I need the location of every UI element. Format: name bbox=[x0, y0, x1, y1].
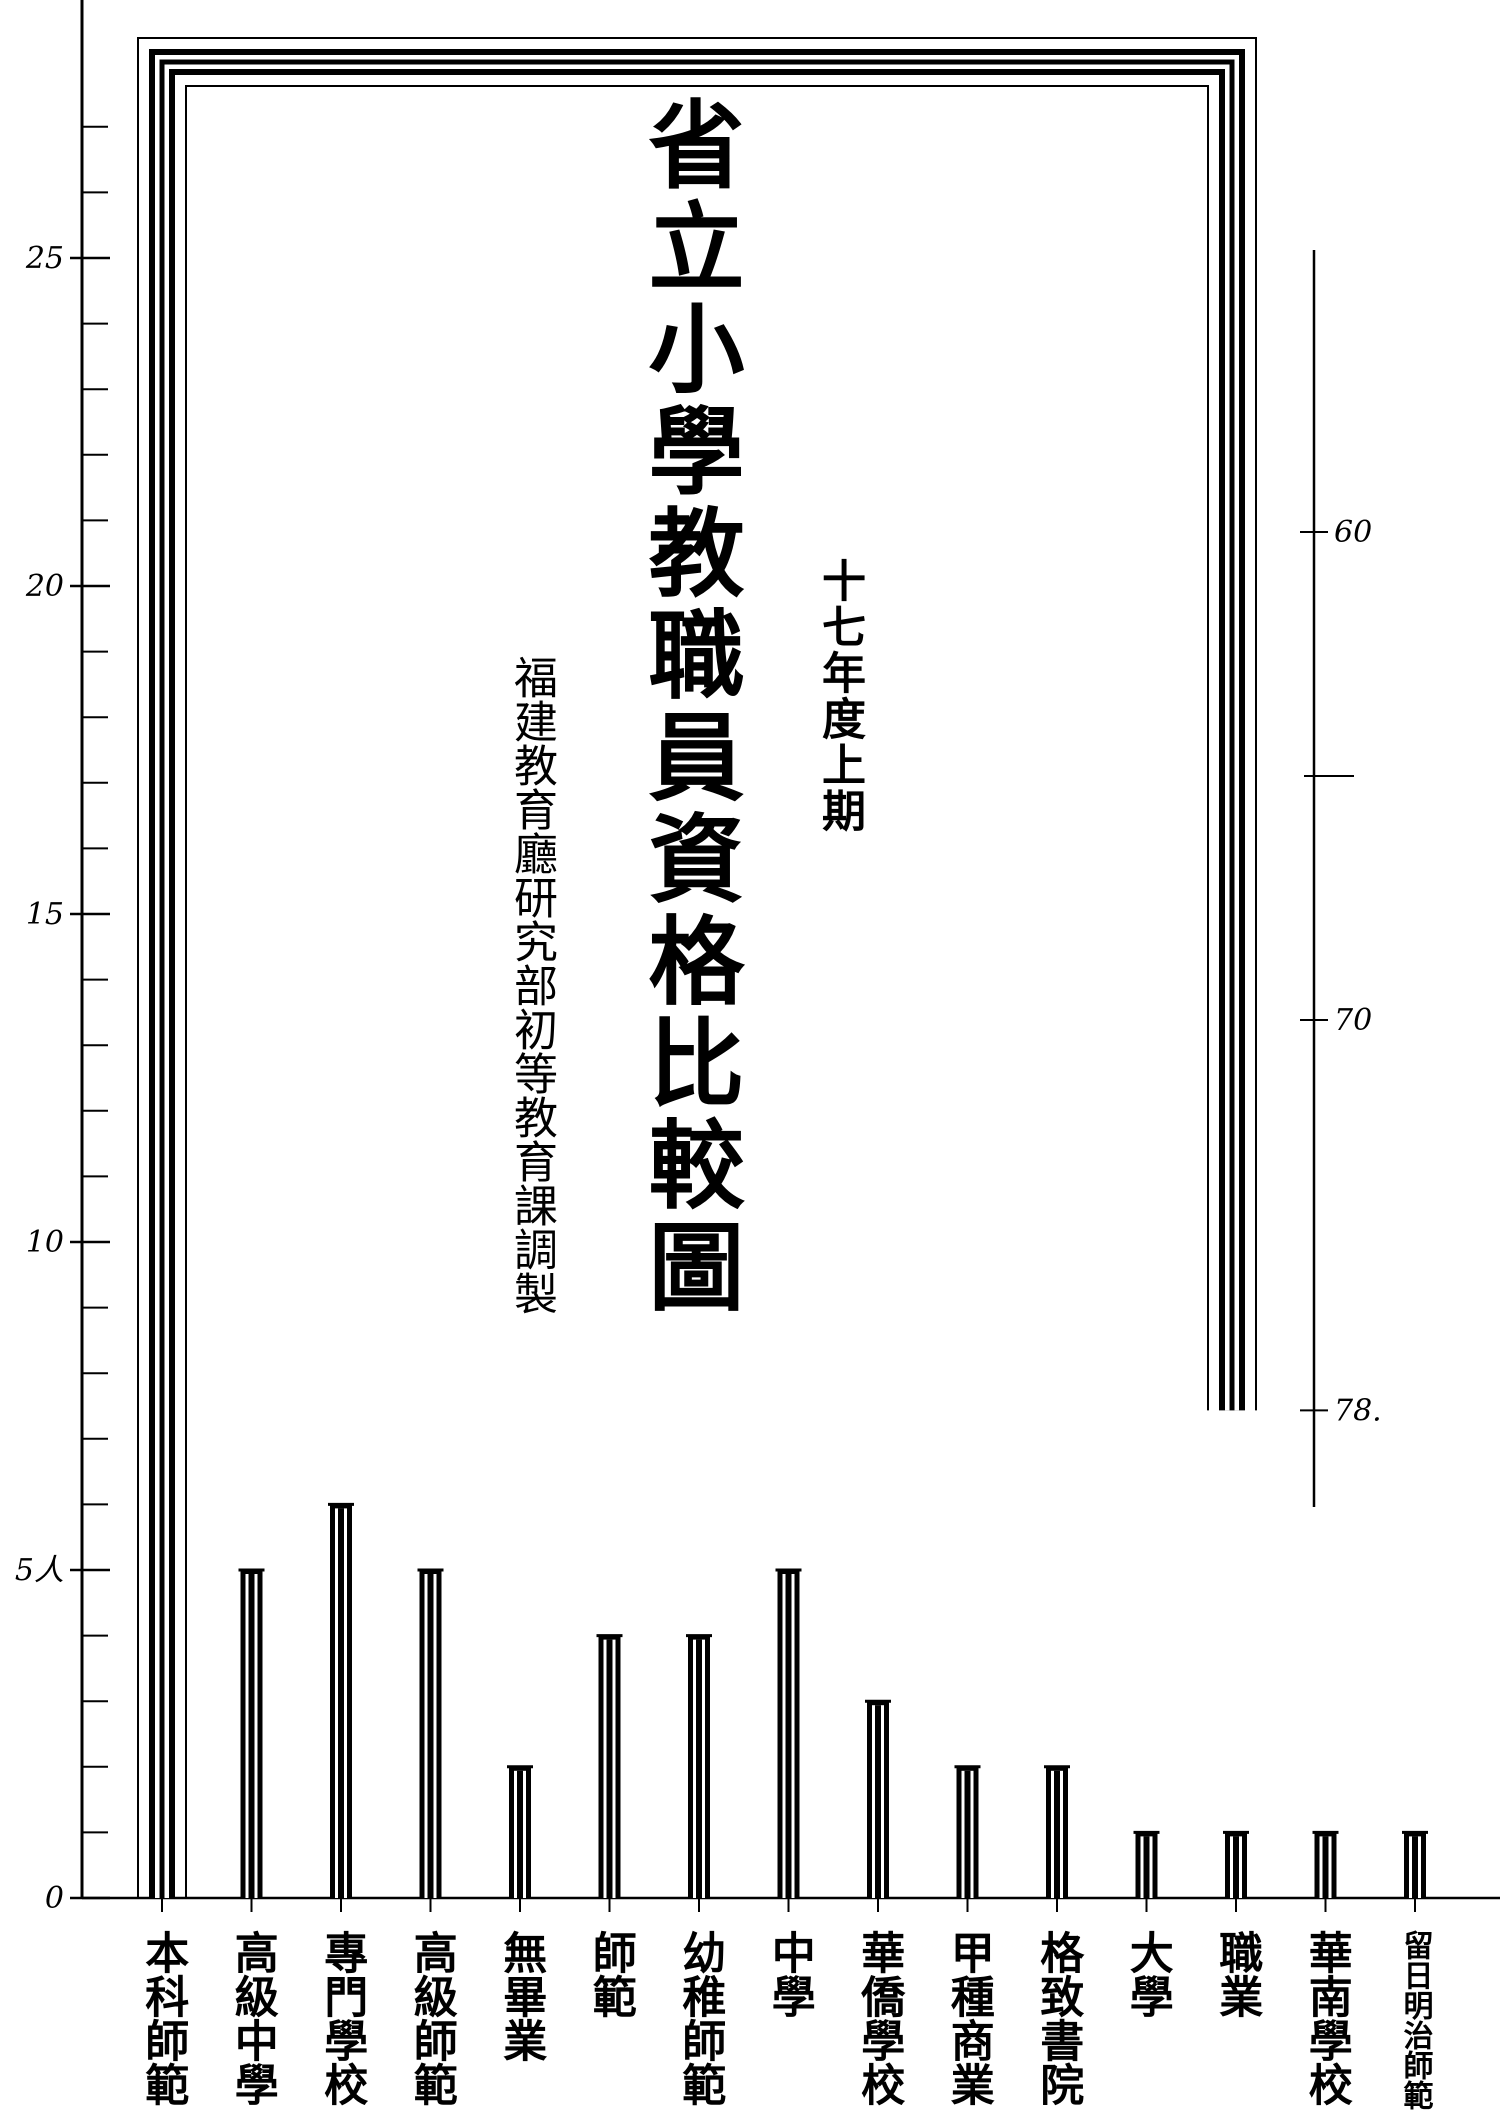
chart-period: 十七年度上期 bbox=[814, 558, 865, 834]
x-tick-label: 本科師範 bbox=[137, 1930, 189, 2106]
y-tick-label: 0 bbox=[45, 1881, 64, 1916]
x-tick-label: 無畢業 bbox=[495, 1930, 547, 2062]
bar bbox=[1402, 1830, 1428, 1898]
bar bbox=[1044, 1765, 1070, 1898]
x-tick-label: 職業 bbox=[1211, 1930, 1263, 2018]
axes bbox=[70, 0, 1500, 1912]
bar bbox=[596, 1634, 623, 1898]
x-tick-label: 師範 bbox=[584, 1930, 636, 2018]
bar bbox=[775, 1568, 802, 1898]
y-tick-label: 10 bbox=[26, 1225, 64, 1260]
bar-outline bbox=[137, 37, 1257, 1898]
x-tick-label: 高級中學 bbox=[226, 1930, 278, 2106]
bar bbox=[507, 1765, 533, 1898]
x-tick-label: 高級師範 bbox=[405, 1930, 457, 2106]
right-tick-label: 60 bbox=[1334, 515, 1372, 550]
bar bbox=[1223, 1830, 1249, 1898]
x-tick-label: 華南學校 bbox=[1300, 1930, 1352, 2106]
right-tick-label: 70 bbox=[1334, 1003, 1372, 1038]
bar bbox=[1312, 1830, 1339, 1898]
bar bbox=[417, 1568, 444, 1898]
x-tick-label: 格致書院 bbox=[1032, 1930, 1084, 2106]
x-tick-label: 大學 bbox=[1121, 1930, 1173, 2018]
tick-labels: 0 5人 10 15 20 25 60 70 78. bbox=[15, 241, 1382, 1916]
bar bbox=[954, 1765, 981, 1898]
y-tick-label: 20 bbox=[25, 569, 64, 604]
bar bbox=[686, 1634, 712, 1898]
x-tick-label: 中學 bbox=[763, 1930, 815, 2018]
x-tick-label: 甲種商業 bbox=[942, 1930, 994, 2106]
bars bbox=[137, 37, 1428, 1898]
y-tick-label: 25 bbox=[25, 241, 64, 276]
bar bbox=[865, 1699, 891, 1898]
bar bbox=[238, 1568, 265, 1898]
right-tick-label: 78. bbox=[1334, 1393, 1382, 1428]
x-tick-label: 華僑學校 bbox=[853, 1930, 905, 2106]
x-tick-label: 專門學校 bbox=[316, 1930, 368, 2106]
bar-outline bbox=[185, 85, 1209, 1898]
y-tick-label: 15 bbox=[26, 897, 64, 932]
bar bbox=[1133, 1830, 1160, 1898]
chart-credit: 福建教育廳研究部初等教育課調製 bbox=[506, 655, 557, 1315]
bar bbox=[149, 49, 1245, 1898]
x-tick-label: 幼稚師範 bbox=[674, 1930, 726, 2106]
bar bbox=[328, 1502, 354, 1898]
chart-title: 省立小學教職員資格比較圖 bbox=[632, 95, 745, 1319]
y-tick-label: 5人 bbox=[15, 1553, 64, 1588]
x-tick-label: 留日明治師範 bbox=[1397, 1930, 1433, 2110]
